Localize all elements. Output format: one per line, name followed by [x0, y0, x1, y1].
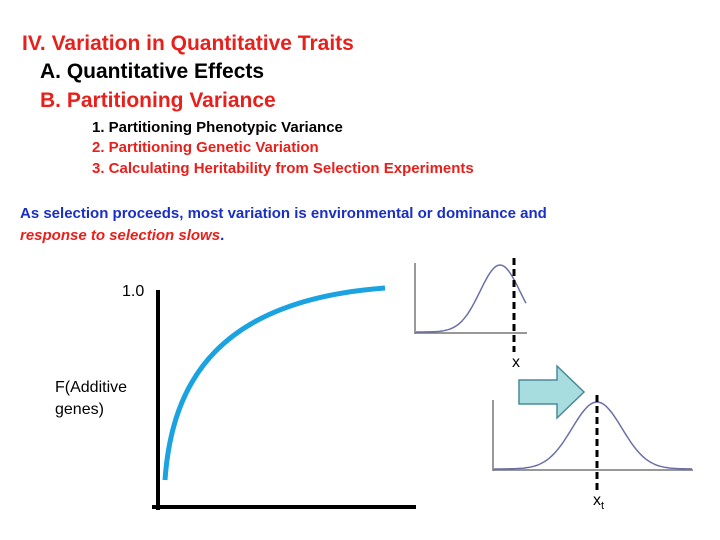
sub-item: 3. Calculating Heritability from Selecti…	[92, 160, 474, 177]
outline-item: B. Partitioning Variance	[40, 89, 276, 112]
shift-arrow	[518, 364, 586, 420]
title: IV. Variation in Quantitative Traits	[22, 32, 354, 55]
distribution	[416, 264, 527, 333]
y-label: genes)	[55, 401, 104, 418]
statement: As selection proceeds, most variation is…	[20, 205, 547, 222]
y-label: F(Additive	[55, 379, 128, 396]
statement-end: .	[220, 227, 225, 244]
statement-line: response to selection slows.	[20, 227, 224, 244]
sub-item: 1. Partitioning Phenotypic Variance	[92, 119, 343, 136]
outline-item: A. Quantitative Effects	[40, 60, 265, 83]
x-after: xt	[593, 492, 604, 512]
sub-item: 2. Partitioning Genetic Variation	[92, 139, 319, 156]
x-after-subscript: t	[601, 500, 605, 513]
emphasis: response to selection slows	[20, 227, 221, 244]
x-after-symbol: x	[593, 492, 601, 509]
distribution	[494, 401, 693, 470]
response-curve	[162, 285, 386, 481]
y-mark: 1.0	[122, 283, 145, 300]
x-before: x	[512, 354, 520, 371]
